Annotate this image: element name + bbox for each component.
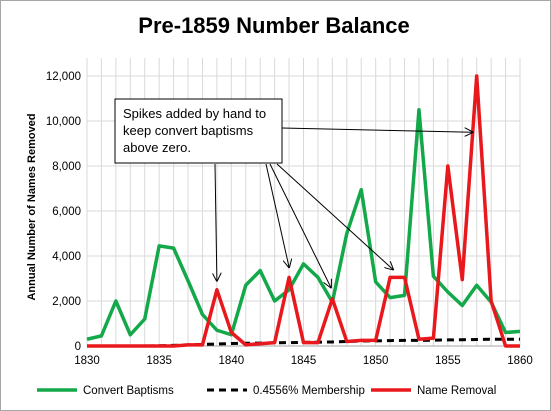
y-tick-label: 6,000 (52, 206, 81, 218)
y-tick-label: 0 (75, 341, 81, 353)
x-tick-label: 1840 (219, 355, 245, 367)
x-tick-label: 1835 (146, 355, 172, 367)
y-tick-label: 4,000 (52, 251, 81, 263)
legend: Convert Baptisms 0.4556% Membership Name R… (37, 385, 496, 397)
x-tick-label: 1850 (363, 355, 389, 367)
x-tick-label: 1830 (74, 355, 100, 367)
y-tick-label: 8,000 (52, 161, 81, 173)
series-line-3 (87, 74, 520, 348)
y-axis-title: Annual Number of Names Removed (26, 113, 38, 300)
annotation-arrow (215, 163, 217, 281)
legend-label-1: Convert Baptisms (83, 385, 174, 397)
x-tick-label: 1845 (291, 355, 317, 367)
annotation: Spikes added by hand to keep convert bapt… (114, 98, 472, 288)
x-tick-label: 1860 (507, 355, 533, 367)
annotation-text-line: Spikes added by hand to (123, 106, 266, 121)
annotation-arrow (276, 163, 393, 270)
y-tick-label: 2,000 (52, 296, 81, 308)
chart-title: Pre-1859 Number Balance (138, 13, 409, 38)
annotation-text-line: keep convert baptisms (123, 123, 254, 138)
y-tick-label: 10,000 (46, 116, 81, 128)
annotation-box (114, 98, 283, 164)
y-tick-label: 12,000 (46, 71, 81, 83)
annotation-text-line: above zero. (123, 140, 191, 155)
x-tick-label: 1855 (435, 355, 461, 367)
annotation-arrow (269, 163, 331, 288)
axes: 0 2,000 4,000 6,000 8,000 10,000 12,000 1830 183… (46, 71, 533, 367)
series-line-1 (86, 108, 521, 341)
annotation-arrow (265, 163, 289, 267)
legend-label-3: Name Removal (417, 385, 496, 397)
legend-label-2: 0.4556% Membership (253, 385, 365, 397)
annotation-arrow (281, 127, 472, 132)
series-lines (86, 74, 521, 348)
